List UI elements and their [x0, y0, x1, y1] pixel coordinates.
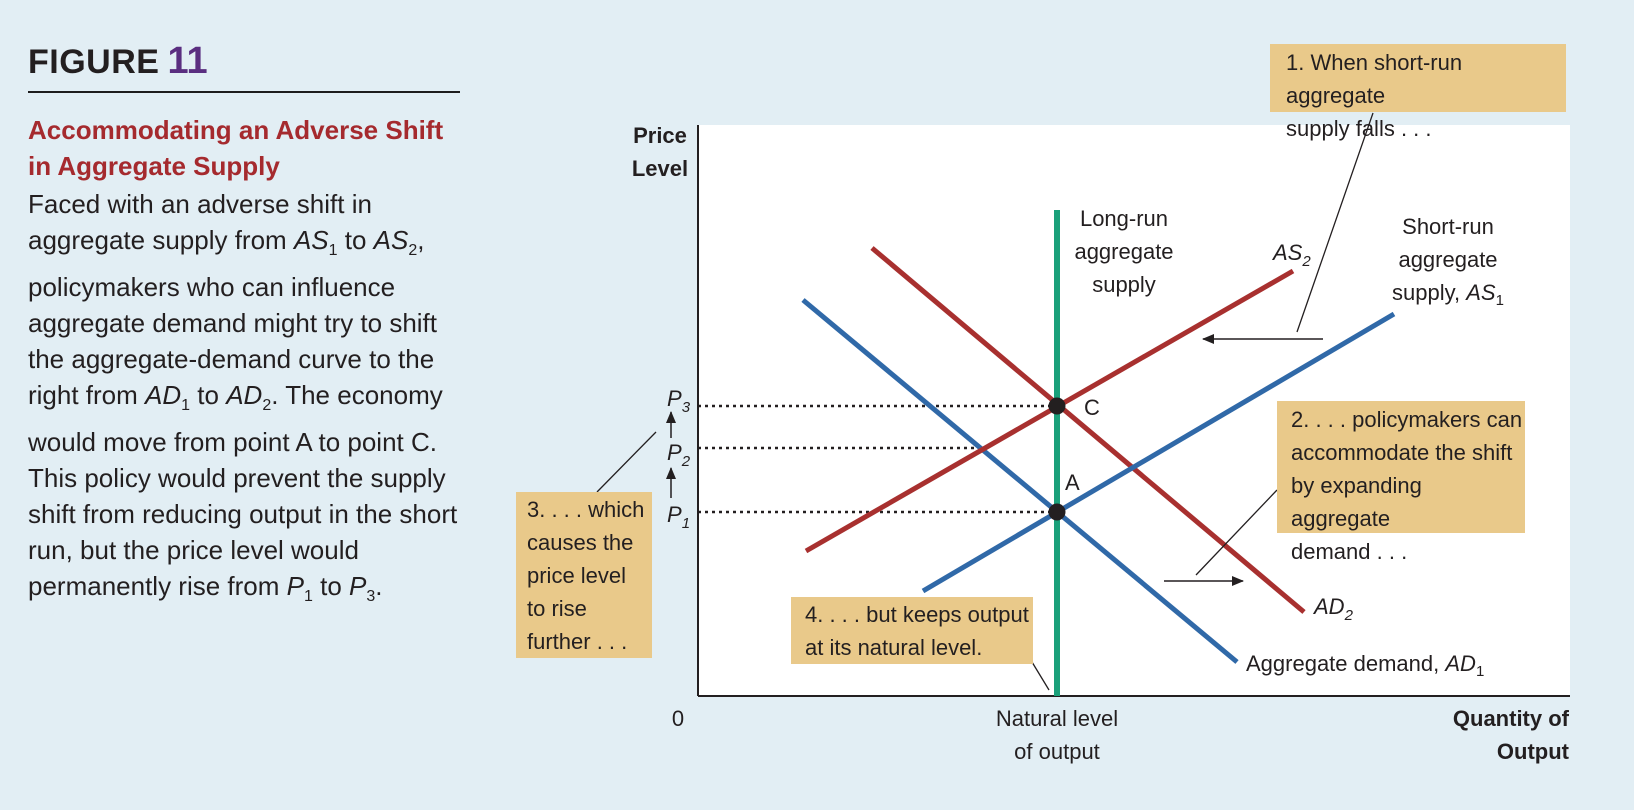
note-line: further . . . [527, 629, 628, 654]
caption-symbol: AD [226, 380, 263, 411]
point-c-label: C [1084, 395, 1100, 420]
origin-label: 0 [672, 706, 684, 731]
as1-curve [921, 311, 1396, 594]
figure-number: 11 [167, 40, 208, 82]
caption-text: to [190, 380, 227, 411]
note-line: supply falls . . . [1286, 116, 1432, 141]
note-accommodate-shift: 2. . . . policymakers can accommodate th… [1277, 401, 1525, 564]
note-line: 4. . . . but keeps output [805, 602, 1029, 627]
caption-symbol: P [286, 571, 304, 602]
caption-symbol: AS [293, 225, 329, 255]
p3-label: P3 [667, 386, 691, 416]
figure-label: FIGURE [28, 43, 160, 81]
x-axis-title-line2: Output [1497, 739, 1570, 764]
caption-subscript: 1 [328, 242, 338, 260]
note-line: to rise [527, 596, 587, 621]
note-line: demand . . . [1291, 539, 1408, 564]
caption-text: . The economy would move from point A to… [28, 380, 458, 602]
caption-text: to [337, 225, 374, 255]
note-line: at its natural level. [805, 635, 983, 660]
caption-symbol: P [349, 571, 367, 602]
caption-subscript: 2 [262, 397, 272, 415]
ad1-curve [801, 298, 1239, 664]
note1-leader [1296, 112, 1374, 333]
caption-subscript: 2 [408, 242, 418, 260]
figure-title: Accommodating an Adverse Shift in Aggreg… [28, 115, 444, 181]
note4-leader [1031, 661, 1050, 691]
caption-subscript: 1 [304, 588, 313, 606]
point-c-marker [1048, 397, 1066, 415]
as1-label-line2: aggregate [1398, 247, 1497, 272]
point-a-marker [1048, 503, 1066, 521]
ad1-label: Aggregate demand, AD1 [1246, 651, 1484, 680]
caption-text: Faced with an adverse shift in aggregate… [28, 189, 372, 255]
caption-subscript: 3 [366, 588, 376, 606]
p1-label: P1 [667, 502, 690, 532]
caption-text: . [375, 571, 383, 602]
caption-symbol: AD [145, 380, 182, 411]
natural-level-label-line2: of output [1014, 739, 1100, 764]
caption-symbol: AS [373, 225, 409, 255]
lras-label-line1: Long-run [1080, 206, 1168, 231]
note-supply-falls: 1. When short-run aggregate supply falls… [1270, 44, 1566, 141]
note-natural-output: 4. . . . but keeps output at its natural… [791, 597, 1033, 664]
as2-label: AS2 [1271, 240, 1311, 270]
point-a-label: A [1065, 470, 1080, 495]
caption-text: , policymakers who can influence aggrega… [28, 225, 438, 411]
note-line: 3. . . . which [527, 497, 645, 522]
note-line: 2. . . . policymakers can [1291, 407, 1523, 432]
caption-text: to [312, 571, 350, 602]
as1-label-line1: Short-run [1402, 214, 1494, 239]
ad2-label: AD2 [1312, 594, 1354, 624]
ad2-curve [870, 246, 1306, 614]
p2-label: P2 [667, 440, 691, 470]
note-price-rises: 3. . . . which causes the price level to… [516, 492, 652, 658]
as2-curve [804, 268, 1295, 554]
note-line: price level [527, 563, 627, 588]
lras-label-line3: supply [1092, 272, 1156, 297]
note-line: by expanding aggregate [1291, 473, 1422, 531]
y-axis-title-line2: Level [632, 156, 688, 181]
natural-level-label-line1: Natural level [996, 706, 1118, 731]
note-line: accommodate the shift [1291, 440, 1513, 465]
note-line: causes the [527, 530, 634, 555]
lras-label-line2: aggregate [1074, 239, 1173, 264]
note3-leader [596, 431, 657, 493]
note-line: 1. When short-run aggregate [1286, 50, 1463, 108]
caption-subscript: 1 [181, 397, 191, 415]
as1-label-line3: supply, AS1 [1392, 280, 1504, 309]
x-axis-title-line1: Quantity of [1453, 706, 1570, 731]
note2-leader [1195, 489, 1278, 576]
figure-caption: Faced with an adverse shift in aggregate… [28, 186, 468, 616]
figure-header: FIGURE 11 [28, 40, 460, 93]
y-axis-title-line1: Price [633, 123, 687, 148]
